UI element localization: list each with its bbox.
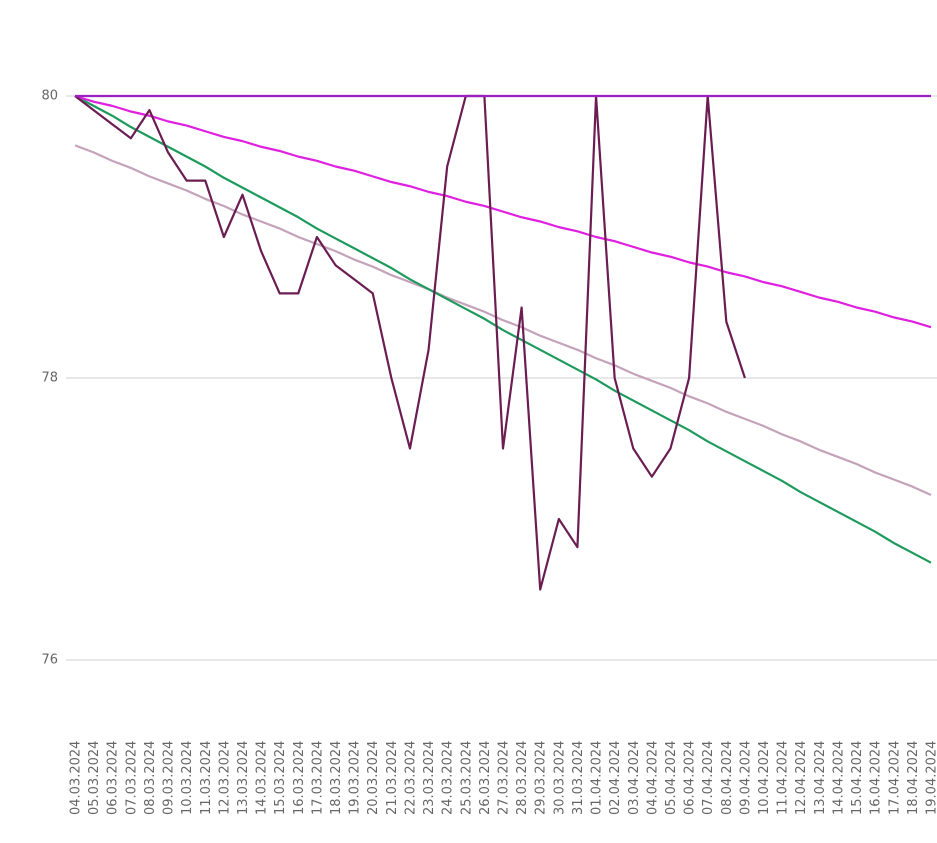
x-tick-label: 30.03.2024 bbox=[552, 741, 567, 815]
x-tick-label: 07.04.2024 bbox=[701, 741, 716, 815]
x-tick-label: 06.04.2024 bbox=[683, 741, 698, 815]
x-tick-label: 22.03.2024 bbox=[403, 741, 418, 815]
x-tick-label: 06.03.2024 bbox=[106, 741, 121, 815]
x-tick-label: 11.04.2024 bbox=[776, 741, 791, 815]
x-tick-label: 25.03.2024 bbox=[459, 741, 474, 815]
x-tick-label: 04.04.2024 bbox=[645, 741, 660, 815]
y-tick-label: 78 bbox=[41, 371, 58, 386]
x-tick-label: 08.03.2024 bbox=[143, 741, 158, 815]
x-tick-label: 09.04.2024 bbox=[738, 741, 753, 815]
x-tick-label: 02.04.2024 bbox=[608, 741, 623, 815]
x-tick-label: 26.03.2024 bbox=[478, 741, 493, 815]
x-tick-label: 29.03.2024 bbox=[534, 741, 549, 815]
x-tick-label: 24.03.2024 bbox=[441, 741, 456, 815]
x-tick-label: 10.04.2024 bbox=[757, 741, 772, 815]
x-tick-label: 13.03.2024 bbox=[236, 741, 251, 815]
x-tick-label: 07.03.2024 bbox=[124, 741, 139, 815]
x-tick-label: 14.03.2024 bbox=[255, 741, 270, 815]
y-tick-label: 76 bbox=[41, 653, 58, 668]
x-tick-label: 12.04.2024 bbox=[794, 741, 809, 815]
x-tick-label: 19.03.2024 bbox=[348, 741, 363, 815]
x-tick-label: 28.03.2024 bbox=[515, 741, 530, 815]
x-tick-label: 16.04.2024 bbox=[869, 741, 884, 815]
x-tick-label: 11.03.2024 bbox=[199, 741, 214, 815]
x-tick-label: 03.04.2024 bbox=[627, 741, 642, 815]
series-line bbox=[74, 144, 932, 497]
x-tick-label: 13.04.2024 bbox=[813, 741, 828, 815]
x-tick-label: 12.03.2024 bbox=[217, 741, 232, 815]
x-tick-label: 20.03.2024 bbox=[366, 741, 381, 815]
x-tick-label: 04.03.2024 bbox=[69, 741, 84, 815]
x-tick-label: 10.03.2024 bbox=[180, 741, 195, 815]
x-tick-label: 09.03.2024 bbox=[162, 741, 177, 815]
x-tick-label: 01.04.2024 bbox=[590, 741, 605, 815]
x-tick-label: 15.04.2024 bbox=[850, 741, 865, 815]
series-line bbox=[74, 94, 932, 329]
x-tick-label: 18.04.2024 bbox=[906, 741, 921, 815]
x-tick-label: 17.04.2024 bbox=[887, 741, 902, 815]
x-tick-label: 17.03.2024 bbox=[310, 741, 325, 815]
series-line bbox=[74, 94, 746, 591]
x-tick-label: 18.03.2024 bbox=[329, 741, 344, 815]
x-tick-label: 05.03.2024 bbox=[87, 741, 102, 815]
x-tick-label: 23.03.2024 bbox=[422, 741, 437, 815]
y-tick-label: 80 bbox=[41, 89, 58, 104]
x-tick-label: 16.03.2024 bbox=[292, 741, 307, 815]
x-tick-label: 31.03.2024 bbox=[571, 741, 586, 815]
x-tick-label: 27.03.2024 bbox=[497, 741, 512, 815]
x-tick-label: 15.03.2024 bbox=[273, 741, 288, 815]
x-tick-label: 21.03.2024 bbox=[385, 741, 400, 815]
x-tick-label: 14.04.2024 bbox=[831, 741, 846, 815]
series-line bbox=[74, 95, 932, 564]
x-tick-label: 08.04.2024 bbox=[720, 741, 735, 815]
x-tick-label: 05.04.2024 bbox=[664, 741, 679, 815]
x-tick-label: 19.04.2024 bbox=[925, 741, 937, 815]
